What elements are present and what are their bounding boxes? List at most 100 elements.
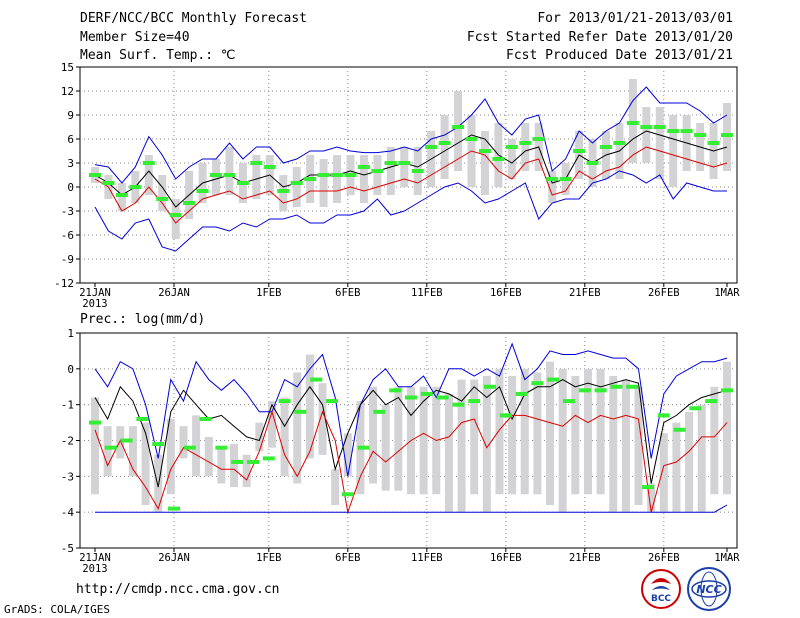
- panel-frame-0: [79, 66, 738, 284]
- x-tick-label: 16FEB: [490, 552, 522, 564]
- spread-box: [583, 368, 592, 495]
- marker-bar: [546, 177, 559, 181]
- spread-box: [685, 411, 694, 513]
- x-tick-label: 11FEB: [411, 552, 443, 564]
- y-tick-label: -6: [61, 229, 74, 242]
- x-tick-label: 26FEB: [648, 287, 680, 299]
- spread-box: [672, 422, 681, 513]
- spread-box: [166, 419, 175, 495]
- marker-bar: [559, 177, 572, 181]
- spread-box: [141, 422, 150, 505]
- started-date-label: Fcst Started Refer Date 2013/01/20: [466, 30, 733, 45]
- marker-bar: [642, 485, 654, 490]
- spread-box: [319, 159, 328, 207]
- marker-bar: [547, 377, 560, 382]
- marker-bar: [578, 388, 591, 393]
- y-tick-label: 6: [67, 133, 74, 146]
- spread-box: [318, 383, 327, 455]
- marker-bar: [452, 125, 465, 129]
- marker-bar: [136, 417, 149, 421]
- spread-box: [381, 404, 390, 491]
- spread-box: [128, 426, 137, 477]
- marker-bar: [384, 161, 397, 165]
- spread-box: [242, 454, 251, 488]
- spread-box: [179, 426, 188, 459]
- spread-box: [386, 147, 395, 195]
- x-tick-label: 26JAN: [158, 552, 190, 564]
- series-line-max: [94, 86, 728, 184]
- x-tick-label: 16FEB: [490, 287, 522, 299]
- spread-box: [204, 436, 213, 477]
- spread-box: [571, 376, 580, 495]
- spread-box: [495, 368, 504, 495]
- series-line-mean: [94, 379, 728, 488]
- spread-box: [171, 199, 180, 239]
- x-tick-label: 21JAN: [79, 552, 111, 564]
- x-tick-label: 6FEB: [335, 287, 360, 299]
- marker-bar: [263, 165, 276, 169]
- spread-box: [642, 107, 651, 163]
- marker-bar: [425, 145, 438, 149]
- marker-bar: [599, 145, 612, 149]
- marker-bar: [721, 388, 733, 393]
- y-tick-label: -5: [61, 542, 74, 555]
- marker-bar: [673, 427, 686, 432]
- spread-box: [454, 91, 463, 171]
- marker-bar: [210, 173, 223, 177]
- bcc-logo-swirl: [651, 578, 671, 584]
- marker-bar: [657, 413, 670, 418]
- marker-bar: [705, 399, 718, 404]
- spread-box: [419, 386, 428, 495]
- x-tick-label: 21FEB: [569, 287, 601, 299]
- marker-bar: [436, 395, 449, 400]
- marker-bar: [278, 399, 291, 404]
- marker-bar: [294, 409, 307, 414]
- marker-bar: [515, 391, 528, 396]
- y-tick-label: -1: [61, 399, 74, 412]
- marker-bar: [594, 388, 607, 393]
- marker-bar: [341, 492, 354, 497]
- marker-bar: [468, 399, 481, 404]
- spread-box: [252, 155, 261, 199]
- x-tick-label: 1FEB: [256, 552, 281, 564]
- bcc-logo-ring: [641, 569, 681, 609]
- spread-box: [609, 376, 618, 513]
- marker-bar: [405, 395, 417, 400]
- spread-box: [546, 361, 555, 505]
- marker-bar: [236, 181, 249, 185]
- y-tick-label: 1: [67, 327, 74, 340]
- bcc-logo-wave: [652, 586, 670, 590]
- marker-bar: [156, 197, 169, 201]
- marker-bar: [331, 173, 344, 177]
- spread-box: [482, 376, 491, 513]
- x-tick-label: 1FEB: [256, 287, 281, 299]
- spread-box: [217, 447, 226, 484]
- marker-bar: [653, 125, 666, 129]
- x-tick-label: 11FEB: [411, 287, 443, 299]
- marker-bar: [721, 133, 733, 137]
- spread-box: [470, 379, 479, 495]
- marker-bar: [199, 417, 212, 421]
- ncc-logo-ring: [687, 567, 731, 611]
- spread-box: [480, 131, 489, 195]
- x-tick-label: 6FEB: [335, 552, 360, 564]
- spread-box: [444, 393, 453, 513]
- y-tick-label: 0: [67, 181, 74, 194]
- grads-credit: GrADS: COLA/IGES: [4, 603, 110, 616]
- variable-label: Mean Surf. Temp.: ℃: [80, 48, 236, 63]
- marker-bar: [317, 173, 330, 177]
- marker-bar: [223, 173, 236, 177]
- spread-box: [373, 155, 382, 195]
- spread-box: [305, 354, 314, 459]
- spread-box: [669, 115, 678, 187]
- spread-box: [659, 433, 668, 513]
- marker-bar: [250, 161, 263, 165]
- x-tick-label: 21FEB: [569, 552, 601, 564]
- marker-bar: [640, 125, 653, 129]
- source-url[interactable]: http://cmdp.ncc.cma.gov.cn: [76, 582, 280, 597]
- spread-box: [723, 361, 731, 495]
- marker-bar: [465, 137, 478, 141]
- marker-bar: [152, 442, 165, 447]
- spread-box: [144, 155, 153, 195]
